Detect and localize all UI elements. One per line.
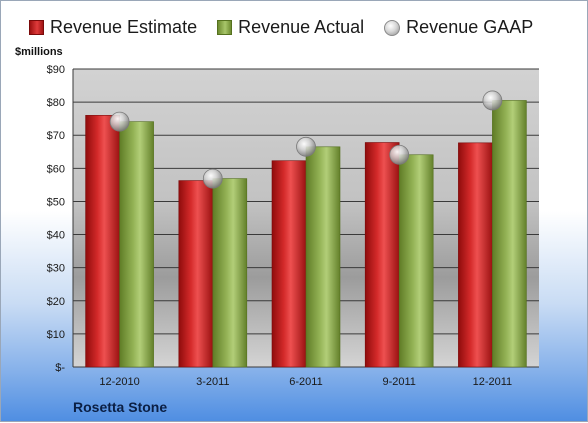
marker-revenue-gaap [482, 90, 503, 111]
marker-revenue-gaap [109, 111, 130, 132]
y-tick-label: $40 [47, 230, 65, 242]
y-tick-label: $50 [47, 196, 65, 208]
bars [85, 100, 527, 368]
gaap-markers [109, 90, 503, 189]
y-tick-label: $- [55, 362, 65, 374]
bar-revenue-estimate [178, 180, 214, 368]
bar-revenue-estimate [85, 115, 120, 368]
y-axis-units-label: $millions [15, 46, 63, 58]
bar-revenue-actual [305, 146, 341, 368]
marker-revenue-gaap [296, 136, 316, 157]
legend-swatch-gaap [384, 19, 401, 36]
legend-item-gaap: Revenue GAAP [384, 17, 533, 38]
bar-revenue-estimate [364, 142, 400, 368]
legend-item-actual: Revenue Actual [217, 17, 364, 38]
legend-swatch-actual [217, 20, 233, 35]
y-tick-label: $60 [47, 163, 65, 175]
legend-swatch-estimate [29, 20, 44, 35]
x-tick-label: 12-2010 [99, 376, 139, 388]
marker-revenue-gaap [389, 144, 410, 165]
x-axis-ticks: 12-2010 3-2011 6-2011 9-2011 12-2011 [99, 376, 512, 388]
x-tick-label: 12-2011 [473, 376, 513, 388]
bar-revenue-actual [398, 154, 434, 368]
y-axis-ticks: $- $10 $20 $30 $40 $50 $60 $70 $80 $90 [47, 64, 66, 374]
x-tick-label: 3-2011 [196, 376, 229, 388]
y-tick-label: $90 [47, 64, 65, 76]
x-tick-label: 6-2011 [289, 376, 322, 388]
bar-revenue-actual [492, 100, 527, 368]
bar-revenue-actual [119, 121, 154, 368]
legend-label-estimate: Revenue Estimate [50, 17, 198, 37]
marker-revenue-gaap [202, 168, 223, 189]
legend-item-estimate: Revenue Estimate [29, 17, 197, 38]
company-name: Rosetta Stone [73, 399, 168, 415]
y-tick-label: $70 [47, 130, 65, 142]
legend-label-gaap: Revenue GAAP [406, 17, 534, 37]
y-tick-label: $10 [47, 329, 65, 341]
x-tick-label: 9-2011 [382, 376, 415, 388]
bar-revenue-actual [212, 178, 248, 368]
bar-revenue-estimate [458, 142, 493, 368]
y-tick-label: $20 [47, 296, 65, 308]
legend: Revenue Estimate Revenue Actual Revenue … [29, 17, 587, 38]
legend-label-actual: Revenue Actual [238, 17, 365, 37]
y-tick-label: $80 [47, 97, 65, 109]
bar-revenue-estimate [271, 160, 307, 368]
y-tick-label: $30 [47, 263, 65, 275]
